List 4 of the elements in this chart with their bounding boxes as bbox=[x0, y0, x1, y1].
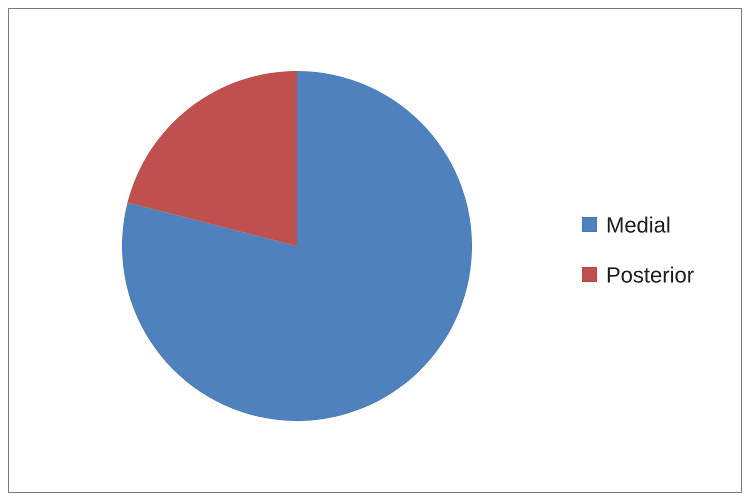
legend-label: Posterior bbox=[606, 262, 694, 288]
pie-slice bbox=[128, 71, 297, 246]
legend-label: Medial bbox=[606, 212, 671, 238]
pie-slice bbox=[122, 71, 472, 421]
